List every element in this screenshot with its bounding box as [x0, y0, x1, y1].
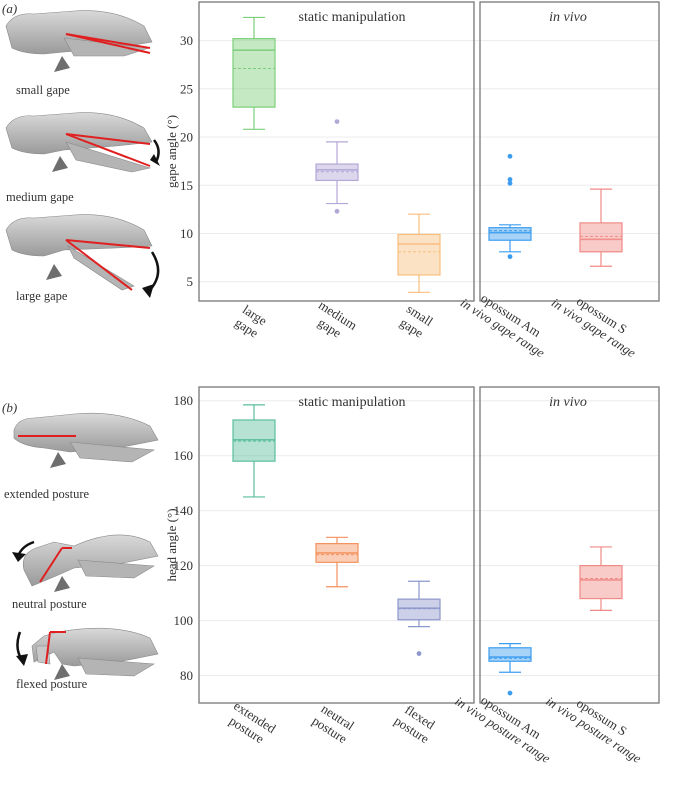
box-plot [488, 153, 532, 260]
box-iqr [397, 598, 441, 621]
outlier-point [334, 208, 340, 214]
outlier-point [507, 180, 513, 186]
panel-b: (b) extended posture neutral posture [2, 386, 660, 766]
section-title: static manipulation [299, 395, 406, 410]
y-tick-label: 10 [180, 226, 193, 241]
skull-illustration-neutral-posture [12, 534, 159, 592]
box-iqr [488, 227, 532, 241]
box-plot [315, 536, 359, 588]
panel-letter: (b) [2, 400, 17, 415]
box-chart-head-angle: 80 100 120 140 160 180 static manipulation in v… [164, 386, 660, 766]
box-plot [488, 643, 532, 696]
skull-caption: large gape [16, 289, 68, 303]
section-title: static manipulation [299, 10, 406, 25]
y-tick-label: 140 [174, 503, 194, 518]
box-plot [232, 404, 276, 498]
panel-a: (a) small gape medium gape [2, 1, 660, 360]
y-tick-label: 80 [180, 668, 193, 683]
skull-caption: small gape [16, 83, 70, 97]
panel-letter: (a) [2, 1, 17, 16]
outlier-point [507, 690, 513, 696]
skull-illustration-small-gape [5, 10, 153, 72]
skull-illustration-flexed-posture [16, 627, 159, 680]
skull-illustration-extended-posture [13, 412, 159, 468]
section-title: in vivo [549, 395, 587, 410]
section-title: in vivo [549, 10, 587, 25]
outlier-point [507, 177, 513, 182]
box-iqr [232, 38, 276, 108]
section-frame-invivo [479, 1, 660, 302]
box-plot [579, 188, 623, 267]
section-frame-static [198, 386, 475, 704]
box-iqr [579, 565, 623, 600]
y-tick-label: 160 [174, 448, 194, 463]
skull-illustration-large-gape [5, 214, 160, 298]
y-axis-label: head angle (°) [164, 508, 179, 581]
outlier-point [507, 254, 513, 260]
y-axis-label: gape angle (°) [164, 115, 179, 188]
y-tick-label: 5 [187, 274, 194, 289]
box-plot [579, 546, 623, 611]
outlier-point [416, 651, 422, 656]
skull-caption: extended posture [4, 487, 89, 501]
category-label: opossum Sin vivo gape range [549, 293, 639, 360]
skull-caption: flexed posture [16, 677, 88, 691]
y-tick-label: 100 [174, 613, 194, 628]
y-tick-label: 25 [180, 81, 193, 96]
category-label: opossum Sin vivo posture range [543, 693, 644, 766]
outlier-point [334, 119, 340, 124]
y-tick-label: 15 [180, 178, 193, 193]
skull-caption: medium gape [6, 190, 74, 204]
y-tick-label: 20 [180, 130, 193, 145]
box-chart-gape-angle: 5 10 15 20 25 30 static manipulation in vivo gap… [164, 1, 660, 360]
y-tick-label: 120 [174, 558, 194, 573]
outlier-point [507, 153, 513, 159]
box-plot [397, 580, 441, 656]
y-tick-label: 30 [180, 33, 193, 48]
box-iqr [397, 233, 441, 276]
box-plot [315, 119, 359, 214]
skull-illustration-medium-gape [5, 112, 160, 173]
box-iqr [579, 222, 623, 253]
box-iqr [488, 647, 532, 662]
skull-caption: neutral posture [12, 597, 87, 611]
box-plot [232, 16, 276, 130]
box-iqr [232, 419, 276, 462]
box-plot [397, 213, 441, 293]
section-frame-static [198, 1, 475, 302]
y-tick-label: 180 [174, 393, 194, 408]
section-frame-invivo [479, 386, 660, 704]
